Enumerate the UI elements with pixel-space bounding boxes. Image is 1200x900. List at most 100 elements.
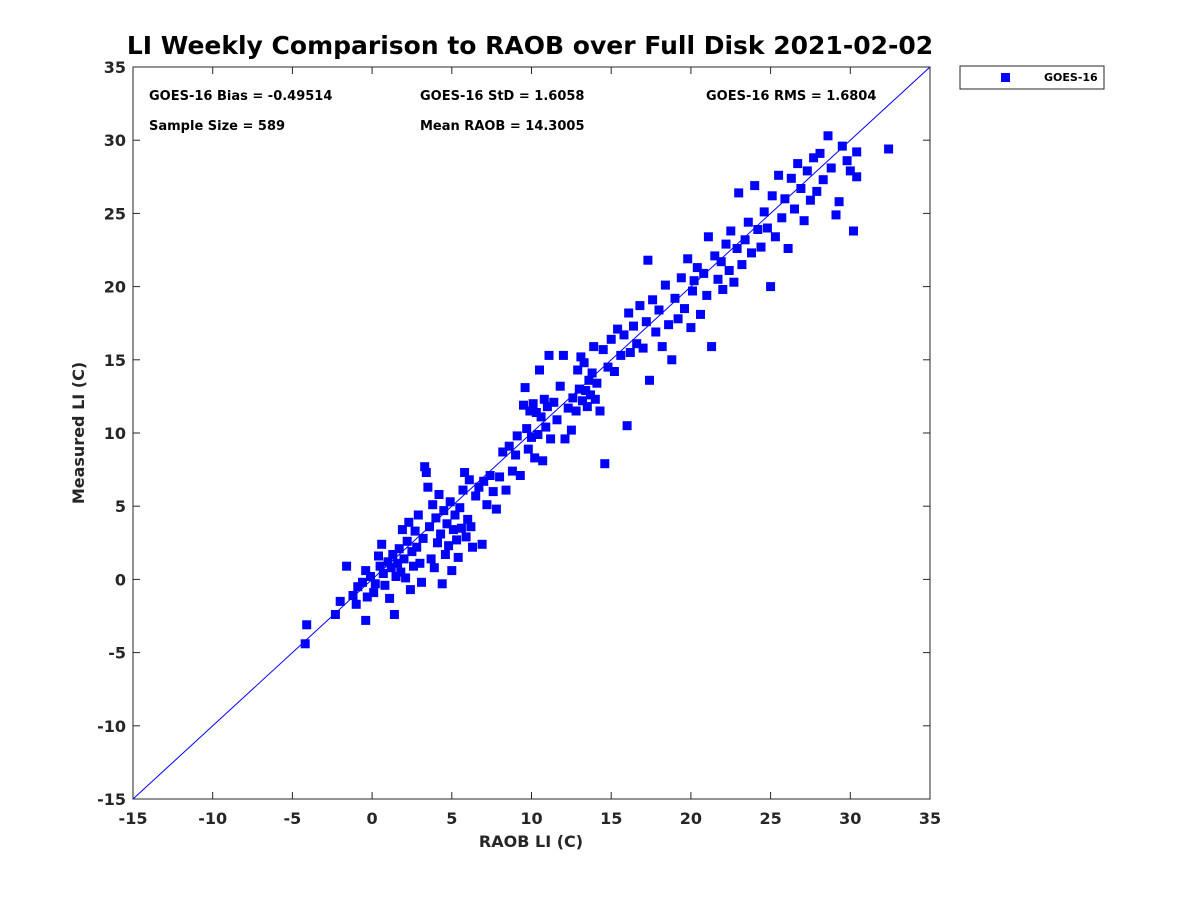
data-point	[501, 485, 511, 495]
data-point	[431, 513, 441, 523]
data-point	[388, 550, 398, 559]
stat-bias: GOES-16 Bias = -0.49514	[149, 89, 332, 104]
data-point	[582, 402, 592, 412]
data-point	[805, 195, 815, 205]
data-point	[716, 257, 726, 267]
data-point	[718, 285, 728, 294]
data-point	[439, 506, 449, 516]
data-point	[786, 173, 796, 183]
data-point	[536, 412, 546, 422]
y-tick-label: -5	[108, 644, 126, 663]
data-point	[420, 462, 430, 472]
data-point	[759, 207, 769, 217]
data-point	[456, 523, 466, 533]
data-point	[515, 471, 525, 480]
stat-rms: GOES-16 RMS = 1.6804	[706, 89, 876, 104]
data-point	[452, 535, 462, 545]
data-point	[448, 525, 458, 535]
data-point	[404, 517, 414, 527]
data-point	[766, 282, 776, 292]
data-point	[434, 490, 444, 499]
y-tick-label: 35	[104, 58, 126, 77]
data-point	[648, 295, 658, 305]
data-point	[625, 348, 635, 357]
data-point	[852, 172, 862, 182]
data-point	[474, 482, 484, 492]
stat-sample-size: Sample Size = 589	[149, 119, 285, 134]
data-point	[366, 572, 375, 581]
data-point	[362, 592, 372, 602]
data-point	[302, 620, 312, 630]
data-point	[641, 317, 651, 327]
data-point	[587, 368, 597, 378]
data-point	[544, 350, 554, 360]
data-point	[622, 421, 632, 431]
data-point	[692, 263, 702, 273]
data-point	[624, 308, 634, 318]
data-point	[353, 582, 363, 592]
data-point	[737, 260, 747, 270]
data-point	[541, 422, 551, 432]
data-point	[676, 273, 686, 283]
data-point	[849, 226, 858, 236]
data-point	[762, 223, 772, 233]
data-point	[375, 561, 385, 571]
x-tick-label: 25	[759, 809, 781, 828]
x-axis-label: RAOB LI (C)	[479, 832, 583, 851]
data-point	[584, 375, 594, 385]
data-point	[386, 563, 396, 573]
data-point	[809, 153, 819, 163]
data-point	[370, 579, 380, 589]
data-point	[566, 425, 576, 435]
data-point	[670, 293, 680, 303]
x-tick-label: -10	[198, 809, 227, 828]
data-point	[479, 476, 489, 486]
data-point	[834, 197, 844, 207]
y-tick-label: -15	[97, 790, 126, 809]
data-point	[428, 500, 438, 510]
data-point	[586, 390, 595, 400]
data-point	[696, 309, 705, 319]
data-point	[401, 573, 411, 583]
data-point	[488, 487, 498, 497]
x-tick-label: 20	[680, 809, 702, 828]
data-point	[743, 217, 753, 227]
data-point	[632, 339, 642, 349]
data-point	[369, 588, 379, 598]
data-point	[504, 441, 514, 451]
data-point	[823, 131, 833, 141]
data-point	[429, 563, 439, 573]
stat-mean-raob: Mean RAOB = 14.3005	[420, 119, 585, 134]
data-point	[535, 365, 544, 375]
data-point	[397, 525, 407, 535]
data-point	[721, 239, 731, 249]
data-point	[724, 266, 734, 275]
data-point	[383, 557, 393, 567]
data-point	[613, 324, 623, 334]
data-point	[686, 323, 696, 333]
data-point	[680, 304, 689, 314]
data-point	[525, 406, 535, 416]
x-tick-label: 5	[446, 809, 457, 828]
y-axis-ticks: -15 -10 -5 0 5 10 15 20 25 30 35	[97, 58, 930, 809]
data-point	[595, 406, 605, 416]
data-point	[609, 367, 619, 376]
data-point	[592, 378, 602, 388]
data-point	[664, 320, 674, 330]
data-point	[539, 394, 549, 404]
data-point	[651, 327, 661, 337]
data-point	[571, 406, 581, 416]
y-tick-label: -10	[97, 717, 126, 736]
data-point	[683, 254, 693, 264]
data-point	[657, 342, 667, 352]
data-point	[546, 434, 556, 444]
data-point	[713, 274, 723, 284]
stat-std: GOES-16 StD = 1.6058	[420, 89, 584, 104]
data-point	[377, 539, 387, 549]
data-point	[512, 431, 522, 441]
data-point	[629, 321, 638, 331]
data-point	[660, 280, 670, 290]
data-point	[703, 232, 713, 242]
data-point	[837, 141, 847, 151]
plot-area: -15 -10 -5 0 5 10 15 20 25 30 35 -15 -10 -5 0 5 10 15 20 2…	[97, 58, 941, 828]
